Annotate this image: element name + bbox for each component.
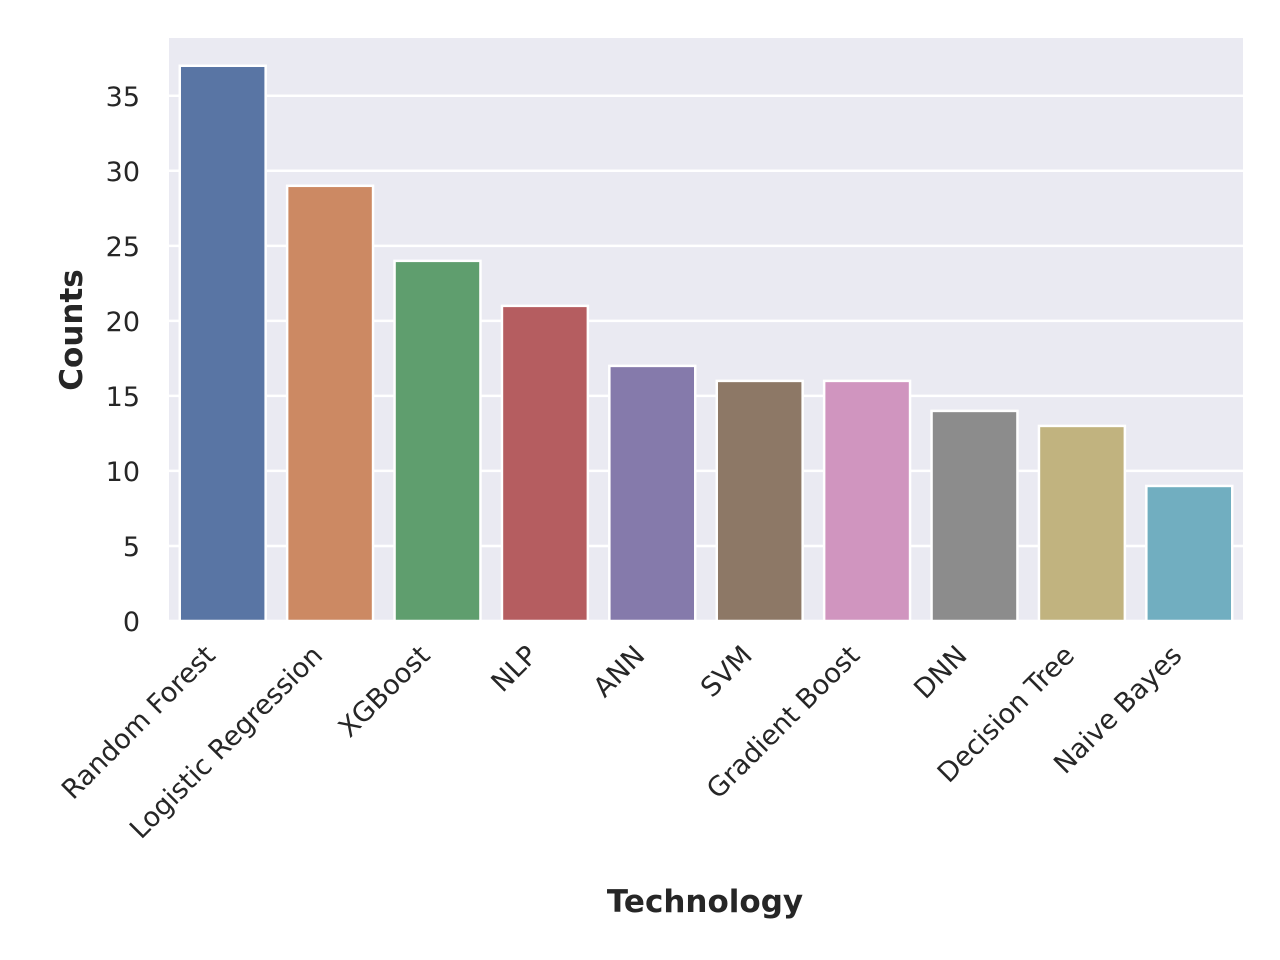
x-tick-label: Logistic Regression — [124, 640, 329, 845]
x-tick-label: NLP — [485, 640, 543, 698]
bar — [178, 64, 267, 623]
y-tick-labels: 0 5 10 15 20 25 30 35 — [106, 82, 140, 638]
bar — [608, 364, 697, 623]
y-tick-label: 5 — [123, 532, 140, 563]
bar — [393, 259, 482, 623]
x-axis-title: Technology — [607, 884, 803, 920]
bar — [1145, 484, 1234, 623]
y-tick-label: 15 — [106, 382, 140, 413]
x-tick-label: SVM — [695, 640, 759, 704]
bar — [285, 184, 375, 623]
y-tick-label: 30 — [106, 157, 140, 188]
x-tick-label: XGBoost — [333, 640, 437, 744]
x-tick-label: ANN — [588, 640, 652, 704]
y-tick-label: 10 — [106, 457, 140, 488]
y-axis-title: Counts — [54, 269, 90, 390]
y-tick-label: 25 — [106, 232, 140, 263]
x-tick-label: DNN — [908, 640, 973, 705]
bar — [822, 379, 912, 623]
bars — [178, 64, 1234, 623]
bar — [500, 304, 590, 623]
bar — [715, 379, 804, 623]
y-tick-label: 0 — [123, 607, 140, 638]
bar — [930, 409, 1019, 623]
y-tick-label: 20 — [106, 307, 140, 338]
bar — [1037, 424, 1127, 623]
y-tick-label: 35 — [106, 82, 140, 113]
